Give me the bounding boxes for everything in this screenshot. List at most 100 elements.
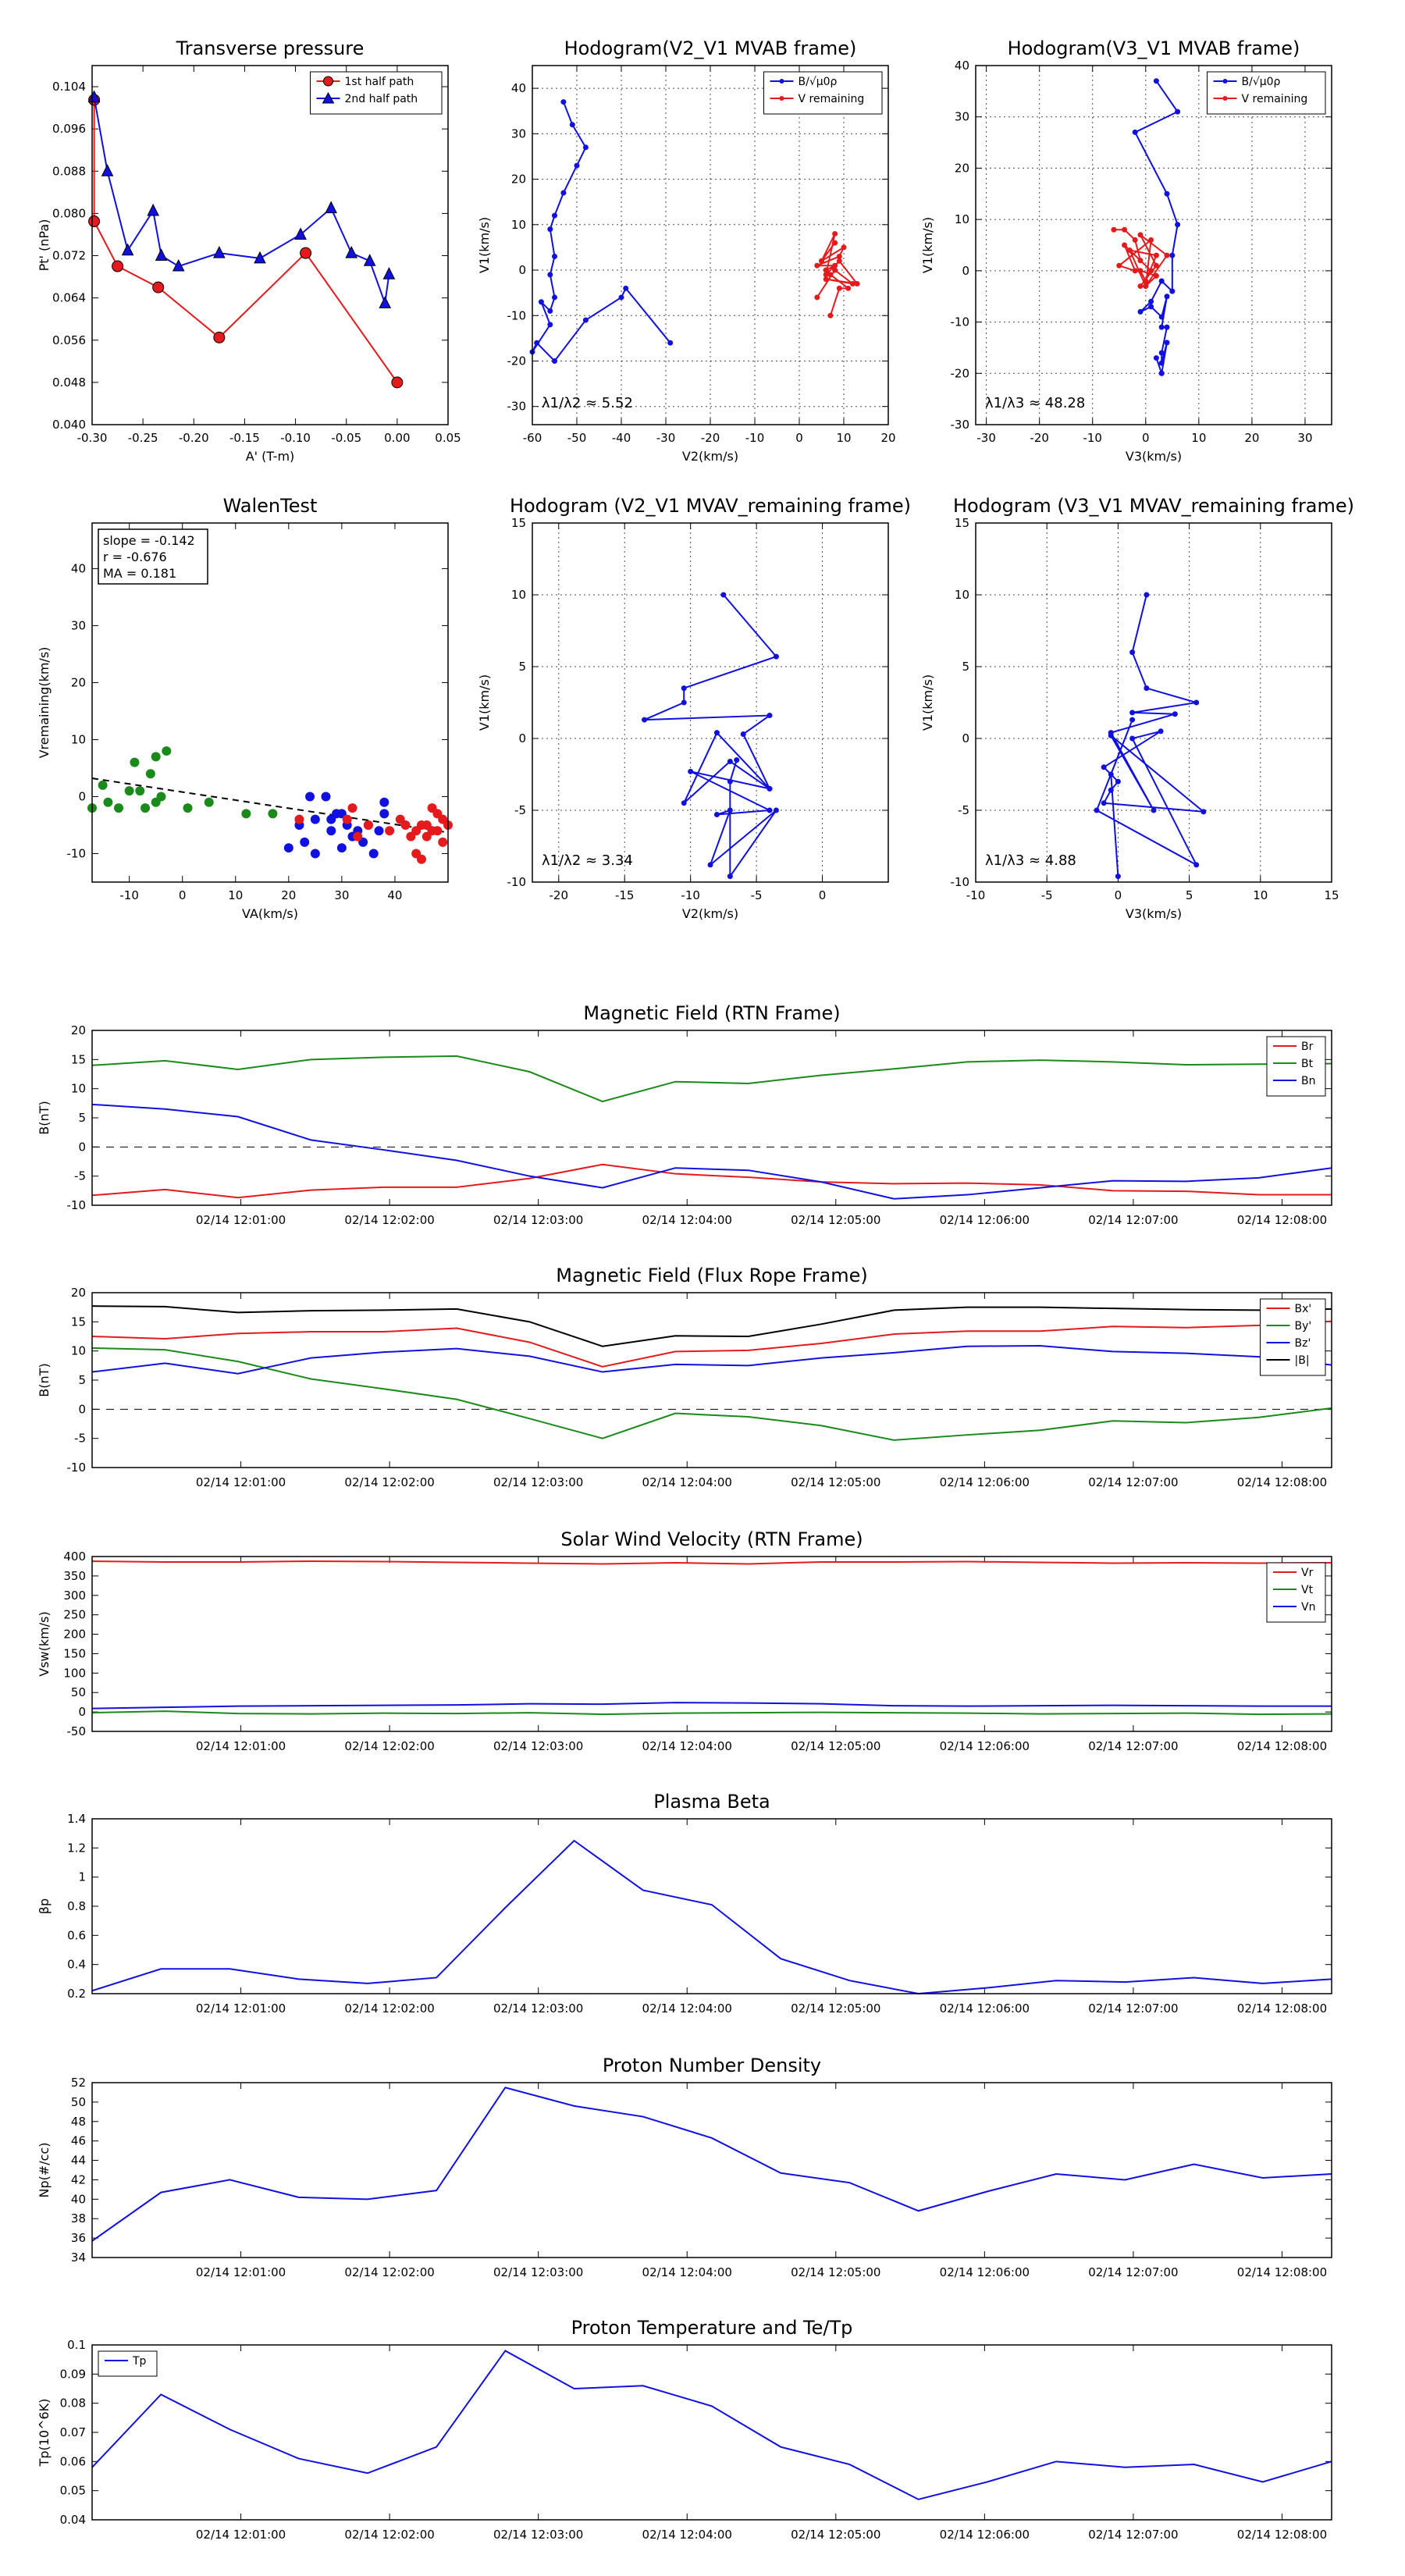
data-point (382, 267, 396, 279)
series-line-Vn (91, 1702, 1332, 1710)
data-point (1158, 370, 1165, 376)
y-tick-label: 250 (63, 1608, 86, 1622)
data-point (1116, 262, 1122, 269)
x-tick-label: -0.05 (331, 431, 361, 445)
legend-marker (779, 96, 784, 101)
data-point (823, 267, 829, 273)
data-point (1169, 252, 1176, 258)
y-tick-label: 0.056 (52, 333, 86, 347)
y-tick-label: 40 (955, 59, 969, 73)
y-axis-label: V1(km/s) (920, 674, 935, 731)
y-tick-label: 1 (78, 1870, 86, 1884)
y-tick-label: 0.1 (67, 2338, 86, 2352)
scatter-point (268, 809, 278, 819)
x-tick-label: 0 (795, 431, 803, 445)
data-point (1144, 592, 1150, 598)
x-tick-label: 10 (1253, 888, 1268, 902)
axes-border (91, 1556, 1332, 1732)
stats-line: r = -0.676 (103, 550, 167, 564)
y-tick-label: -10 (507, 308, 527, 322)
x-tick-label: -10 (119, 888, 139, 902)
y-tick-label: 100 (63, 1666, 86, 1680)
time-tick-label: 02/14 12:08:00 (1237, 2001, 1327, 2016)
y-tick-label: 44 (71, 2154, 86, 2168)
y-tick-label: 0.8 (67, 1899, 86, 1913)
time-tick-label: 02/14 12:08:00 (1237, 1475, 1327, 1489)
time-tick-label: 02/14 12:03:00 (493, 1739, 583, 1753)
y-tick-label: 52 (71, 2076, 86, 2090)
time-tick-label: 02/14 12:04:00 (642, 1213, 732, 1227)
scatter-point (183, 803, 193, 813)
time-tick-label: 02/14 12:05:00 (791, 2528, 880, 2542)
x-tick-label: 20 (880, 431, 895, 445)
y-tick-label: 0 (78, 1705, 86, 1719)
data-point (667, 340, 674, 346)
data-point (1175, 222, 1181, 228)
data-point (1126, 247, 1133, 254)
axes-border (975, 522, 1332, 883)
data-point (1158, 350, 1165, 356)
y-tick-label: 48 (71, 2115, 86, 2129)
time-tick-label: 02/14 12:04:00 (642, 2265, 732, 2279)
y-axis-label: Vremaining(km/s) (37, 647, 52, 759)
data-point (560, 99, 567, 105)
series-line-βp (91, 1839, 1332, 1995)
chart-h2: -30 -20 -10 0 10 20 30 -30 -20 -10 0 10 20 30 40 Hodogr… (920, 37, 1332, 464)
y-tick-label: 0 (78, 1402, 86, 1416)
data-point (1137, 232, 1144, 238)
legend-marker (322, 91, 335, 104)
data-point (1108, 732, 1114, 738)
y-tick-label: 0.096 (52, 122, 86, 136)
time-tick-label: 02/14 12:03:00 (493, 1213, 583, 1227)
data-point (1193, 699, 1200, 706)
data-point (1164, 340, 1170, 346)
time-tick-label: 02/14 12:07:00 (1088, 2265, 1178, 2279)
data-point (836, 285, 842, 291)
data-point (325, 201, 337, 214)
y-axis-label: Pt' (nPa) (37, 219, 52, 272)
y-tick-label: 10 (71, 732, 86, 746)
y-tick-label: 10 (511, 218, 526, 232)
data-point (1122, 226, 1128, 233)
y-tick-label: 40 (71, 561, 86, 575)
x-axis-label: A' (T-m) (246, 449, 295, 464)
data-point (740, 731, 746, 737)
series-line (1133, 80, 1179, 374)
data-point (773, 653, 779, 660)
y-tick-label: 42 (71, 2172, 86, 2186)
y-tick-label: -20 (951, 366, 970, 380)
scatter-point (326, 826, 336, 836)
x-tick-label: 0 (1115, 888, 1122, 902)
scatter-point (374, 826, 384, 836)
y-tick-label: 10 (511, 588, 526, 602)
time-tick-label: 02/14 12:02:00 (344, 2528, 434, 2542)
y-tick-label: 30 (955, 110, 969, 124)
time-tick-label: 02/14 12:02:00 (344, 2001, 434, 2016)
y-tick-label: 46 (71, 2134, 86, 2148)
axes-border (91, 1030, 1332, 1206)
data-point (552, 294, 557, 301)
y-tick-label: 0.2 (67, 1987, 86, 2001)
series-line (532, 101, 671, 363)
legend-label: Vn (1301, 1601, 1315, 1614)
data-point (836, 254, 842, 260)
data-point (155, 248, 168, 262)
time-tick-label: 02/14 12:08:00 (1237, 2528, 1327, 2542)
data-point (1153, 78, 1159, 84)
data-point (1108, 787, 1114, 793)
data-point (767, 713, 773, 719)
data-point (713, 812, 720, 818)
data-point (681, 685, 687, 692)
chart-title: Magnetic Field (RTN Frame) (583, 1002, 840, 1024)
data-point (1153, 252, 1159, 258)
x-tick-label: 5 (1186, 888, 1193, 902)
chart-title: Hodogram(V2_V1 MVAB frame) (564, 37, 857, 59)
time-tick-label: 02/14 12:01:00 (196, 1739, 286, 1753)
x-axis-label: V3(km/s) (1126, 906, 1182, 921)
y-tick-label: -30 (951, 418, 970, 432)
y-tick-label: 30 (71, 618, 86, 632)
x-tick-label: 0.00 (384, 431, 410, 445)
scatter-point (140, 803, 151, 813)
y-axis-label: Tp(10^6K) (37, 2399, 52, 2467)
scatter-point (124, 786, 134, 796)
